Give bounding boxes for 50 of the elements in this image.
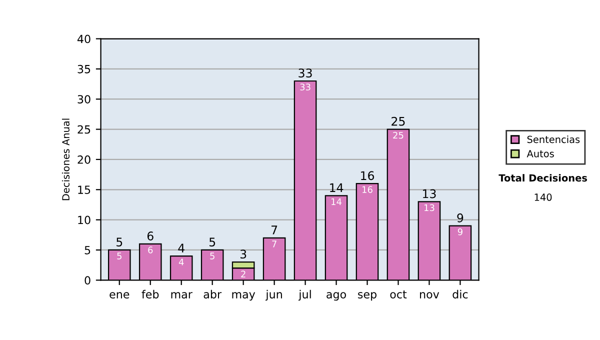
data-label: 7 xyxy=(272,240,276,248)
y-tick-label: 25 xyxy=(78,125,90,134)
data-label: 4 xyxy=(178,258,184,266)
total-label: 25 xyxy=(392,116,405,126)
data-label: 5 xyxy=(210,252,214,260)
x-tick-label: dic xyxy=(452,290,468,298)
legend-label: Sentencias xyxy=(527,136,580,144)
data-label: 5 xyxy=(117,252,122,260)
data-label: 16 xyxy=(362,186,372,193)
y-tick-label: 10 xyxy=(78,216,90,224)
total-label: 5 xyxy=(209,238,216,246)
data-label: 33 xyxy=(300,84,310,90)
data-label: 14 xyxy=(332,198,342,205)
total-label: 13 xyxy=(423,189,436,198)
total-label: 16 xyxy=(361,171,374,180)
legend-label: Autos xyxy=(526,150,554,158)
data-label: 9 xyxy=(458,228,462,236)
total-label: 3 xyxy=(240,250,246,259)
data-label: 25 xyxy=(393,132,404,139)
text: Total Decisiones xyxy=(498,174,587,182)
total-label: 33 xyxy=(298,68,312,78)
data-label: 6 xyxy=(148,246,153,254)
total-label: 9 xyxy=(457,213,464,222)
y-tick-label: 35 xyxy=(78,64,90,74)
x-tick-label: sep xyxy=(358,292,376,301)
x-tick-label: nov xyxy=(420,292,440,298)
data-label: 13 xyxy=(424,204,434,212)
y-axis-title: Decisiones Anual xyxy=(62,118,70,200)
x-tick-label: abr xyxy=(204,290,222,298)
y-tick-label: 5 xyxy=(84,246,90,254)
x-tick-label: may xyxy=(232,292,256,301)
y-tick-label: 0 xyxy=(84,276,90,285)
total-label: 14 xyxy=(330,183,344,192)
y-tick-label: 20 xyxy=(78,155,90,164)
y-tick-label: 30 xyxy=(78,95,90,104)
data-label: 2 xyxy=(241,270,246,278)
text: 140 xyxy=(534,194,552,201)
x-tick-label: mar xyxy=(171,292,192,298)
x-tick-label: jul xyxy=(298,290,311,301)
total-label: 4 xyxy=(178,244,184,252)
x-tick-label: feb xyxy=(142,290,159,298)
total-label: 7 xyxy=(272,226,278,234)
x-tick-label: ene xyxy=(110,292,130,298)
y-tick-label: 15 xyxy=(78,186,90,194)
y-tick-label: 40 xyxy=(77,34,90,44)
x-tick-label: jun xyxy=(266,290,282,301)
x-tick-label: oct xyxy=(390,290,407,298)
total-label: 6 xyxy=(147,232,154,240)
x-tick-label: ago xyxy=(326,292,346,301)
total-label: 5 xyxy=(116,238,122,246)
